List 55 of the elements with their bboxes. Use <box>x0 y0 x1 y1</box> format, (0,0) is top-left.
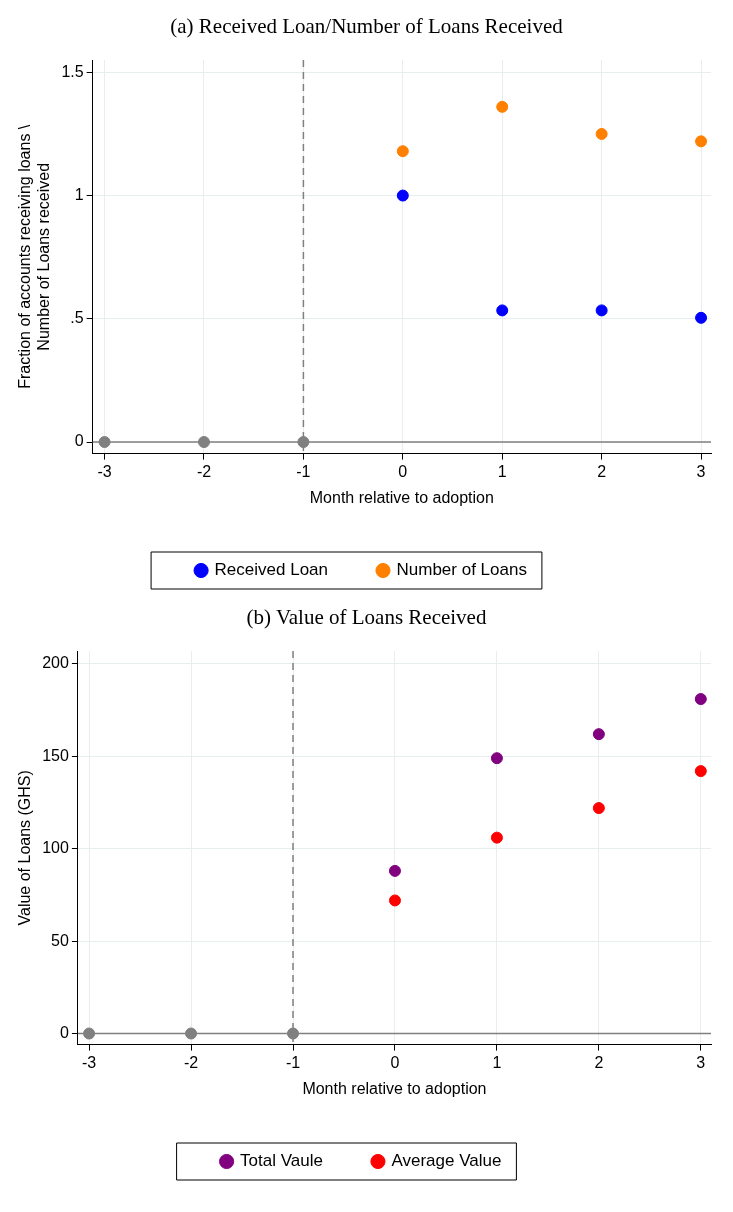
point <box>396 189 409 202</box>
y-axis-title: Fraction of accounts receiving loans \ Number of Loans received <box>16 124 53 389</box>
point <box>694 693 707 706</box>
y-tick-label: .5 <box>70 309 84 327</box>
point <box>694 765 707 778</box>
point <box>490 752 503 765</box>
y-tick-label: 0 <box>59 1023 69 1041</box>
y-tick-label: 100 <box>42 839 69 857</box>
x-tick-label: -2 <box>196 462 212 480</box>
legend-label: Total Vaule <box>240 1151 323 1171</box>
point <box>388 864 401 877</box>
x-axis-title: Month relative to adoption <box>309 488 494 506</box>
x-tick-label: 3 <box>696 462 706 480</box>
point <box>388 894 401 907</box>
point <box>83 1027 96 1040</box>
x-tick-label: 3 <box>696 1053 706 1071</box>
legend-label: Received Loan <box>214 560 329 580</box>
x-tick-label: -1 <box>296 462 311 480</box>
point <box>595 304 608 317</box>
y-tick-label: 1.5 <box>61 62 84 80</box>
y-tick-label: 50 <box>51 931 69 949</box>
point <box>695 311 708 324</box>
x-tick-label: 1 <box>497 462 507 480</box>
point <box>496 304 509 317</box>
x-tick-label: 1 <box>492 1053 502 1071</box>
x-tick-label: 0 <box>398 462 408 480</box>
point <box>592 728 605 741</box>
y-tick-label: 200 <box>42 654 69 672</box>
x-tick-label: -2 <box>183 1053 199 1071</box>
point <box>595 127 608 140</box>
x-tick-label: 0 <box>390 1053 400 1071</box>
x-tick-label: -1 <box>285 1053 301 1071</box>
chart-title: (b) Value of Loans Received <box>245 604 488 631</box>
x-tick-label: 2 <box>594 1053 604 1071</box>
point <box>185 1027 198 1040</box>
y-tick-label: 0 <box>74 432 84 450</box>
x-tick-label: 2 <box>597 462 607 480</box>
chart-title: (a) Received Loan/Number of Loans Received <box>169 13 564 40</box>
legend-label: Number of Loans <box>396 560 527 580</box>
point <box>287 1027 300 1040</box>
point <box>297 436 310 449</box>
y-tick-label: 150 <box>42 746 69 764</box>
y-axis-title: Value of Loans (GHS) <box>16 770 34 926</box>
legend-label: Average Value <box>391 1151 502 1171</box>
point <box>490 831 503 844</box>
point <box>197 436 210 449</box>
point <box>496 100 509 113</box>
x-tick-label: -3 <box>81 1053 97 1071</box>
x-tick-label: -3 <box>97 462 112 480</box>
y-tick-label: 1 <box>74 185 84 203</box>
point <box>695 135 708 148</box>
point <box>396 145 409 158</box>
point <box>98 436 111 449</box>
point <box>592 802 605 815</box>
x-axis-title: Month relative to adoption <box>302 1079 487 1097</box>
